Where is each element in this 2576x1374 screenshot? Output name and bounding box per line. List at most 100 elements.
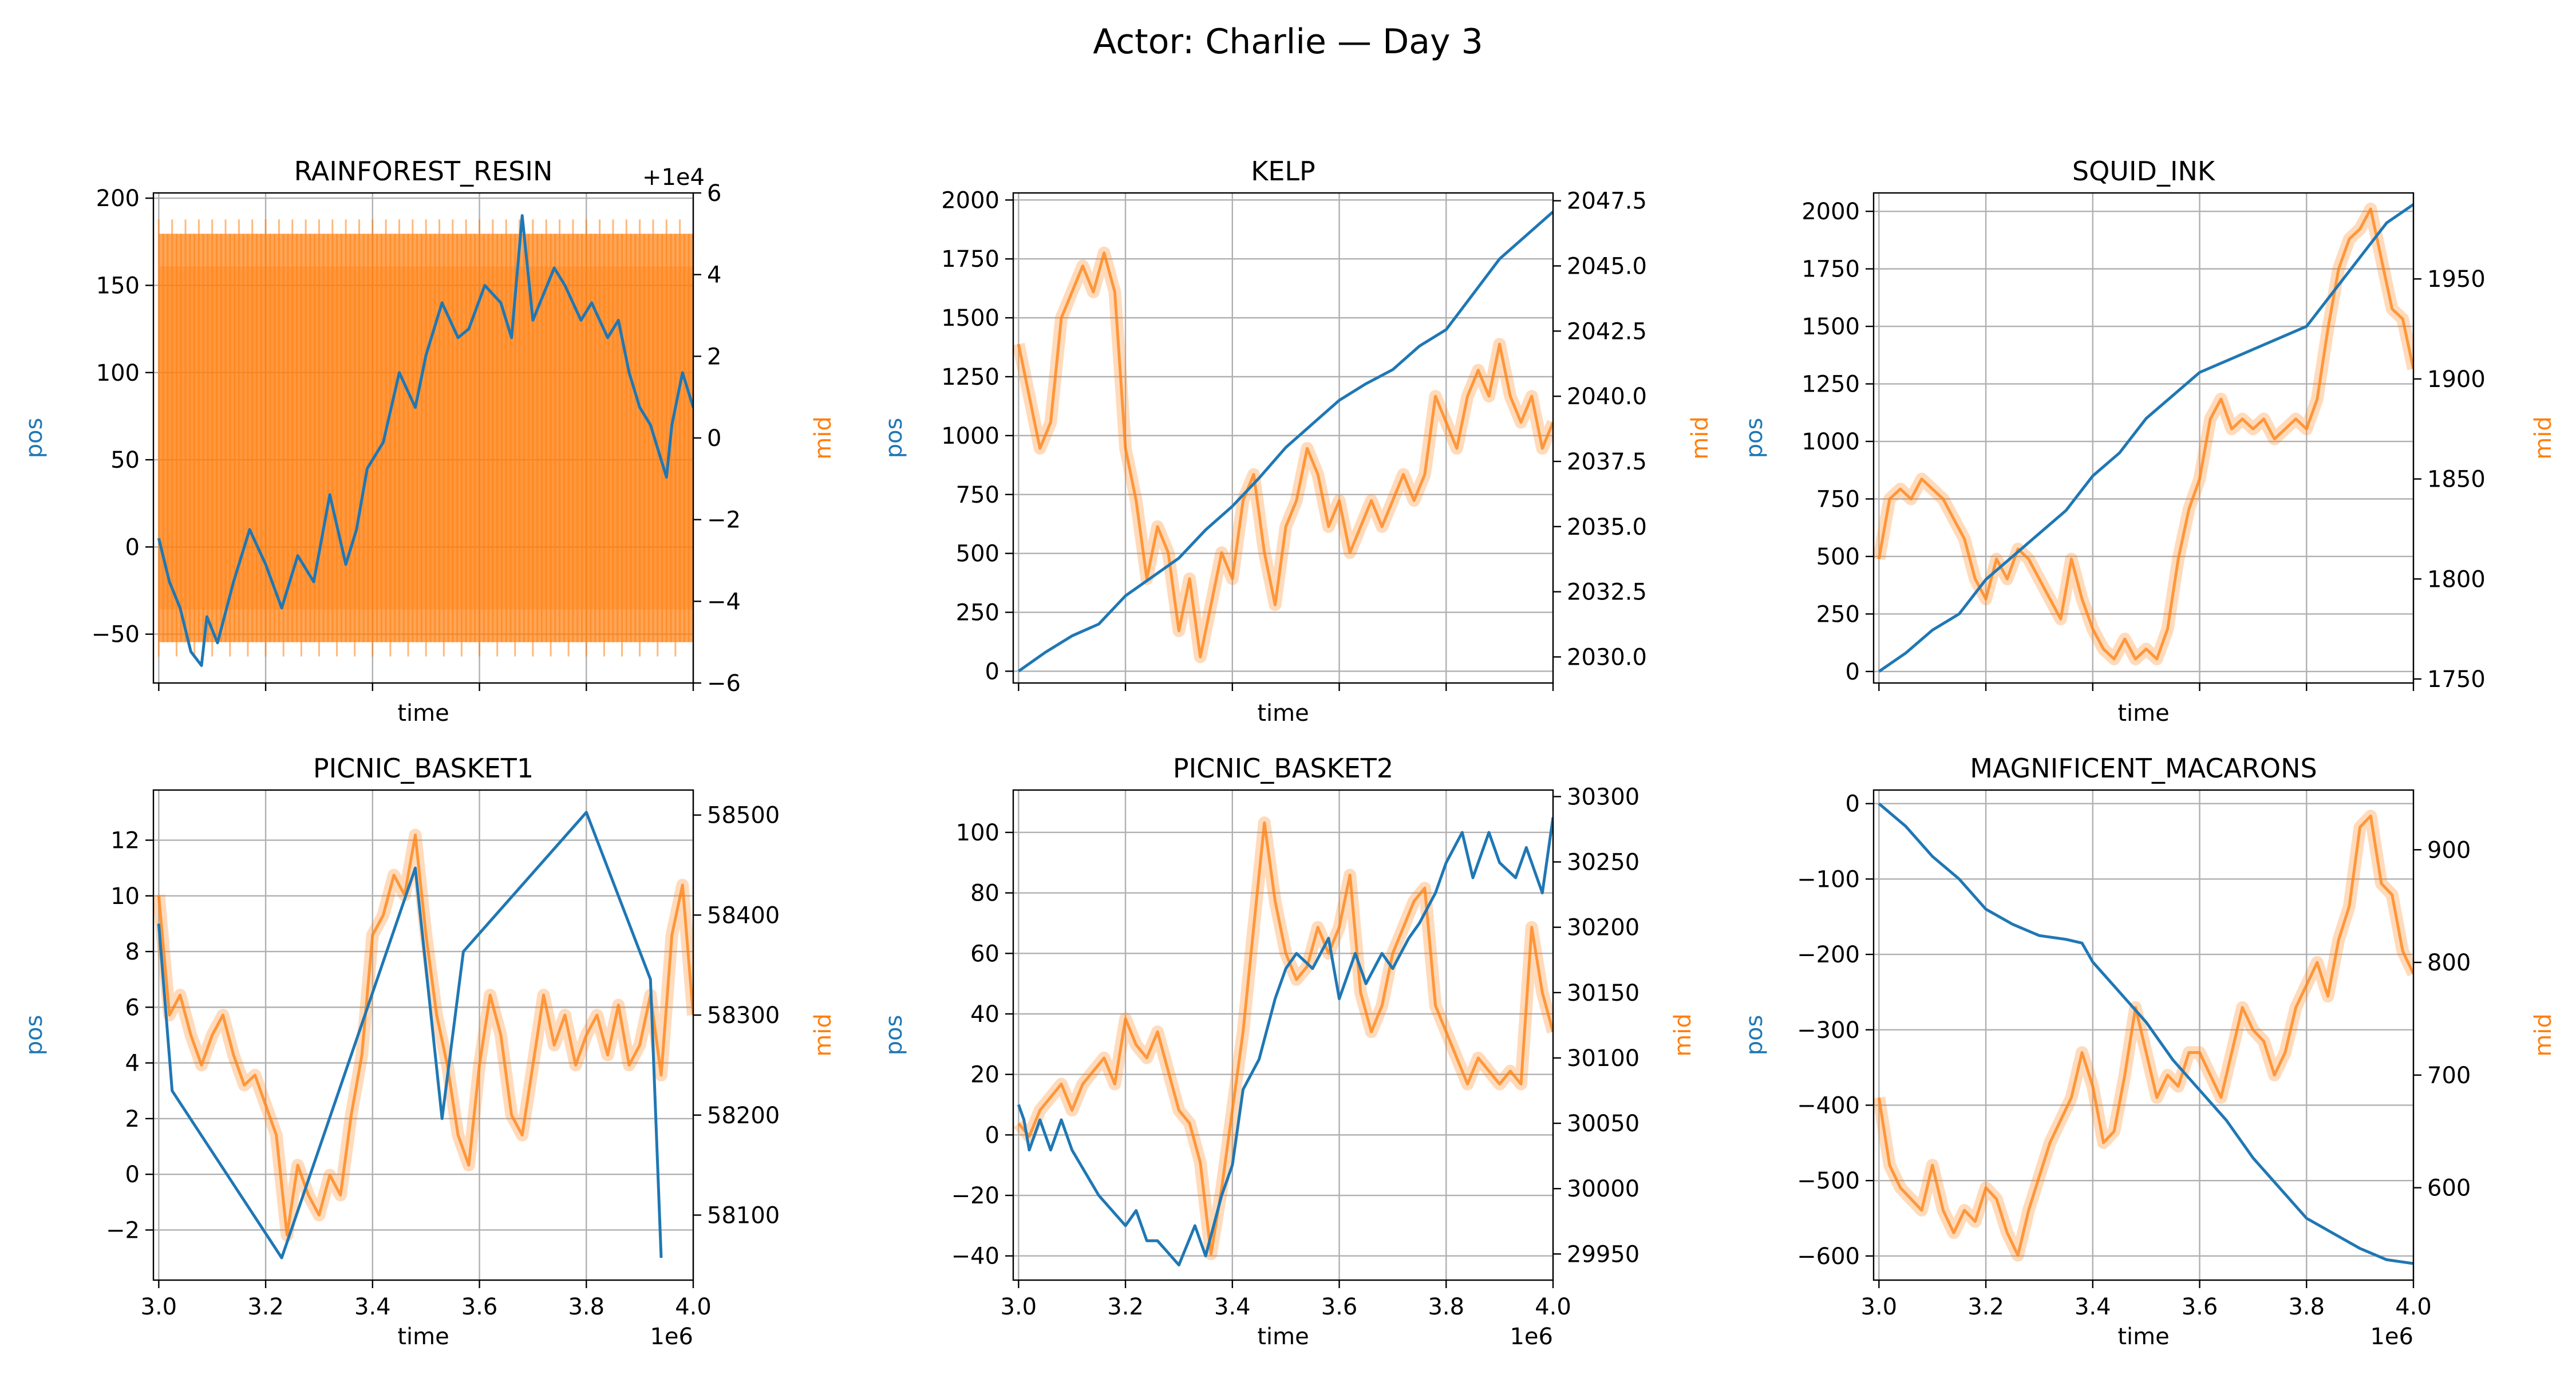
mid-line: [1877, 207, 2413, 661]
y2-tick-label: 2042.5: [1567, 318, 1647, 345]
y-tick-label: 0: [125, 1162, 140, 1188]
pos-line: [1017, 817, 1553, 1267]
subplot-kelp: 0 250 500 750 1000 1250 1500 1750 2000 2030.0 2032…: [881, 156, 1713, 727]
plot-frame: [152, 789, 694, 1281]
y2-tick-label: −6: [707, 670, 741, 697]
y-tick-label: −2: [106, 1217, 140, 1243]
y-axis-label-mid: mid: [810, 416, 836, 459]
mid-series-group: [157, 219, 693, 657]
mid-series-group: [1013, 246, 1553, 664]
y2-tick-label: 1850: [2427, 467, 2486, 493]
y2-tick-label: 1800: [2427, 566, 2486, 593]
y2-tick-label: 30050: [1567, 1111, 1639, 1137]
y2-tick-label: 1750: [2427, 666, 2486, 693]
y-axis-label-pos: pos: [21, 418, 48, 459]
x-axis-label: time: [2117, 700, 2169, 727]
y2-tick-label: 2047.5: [1567, 188, 1647, 215]
x-tick-label: 3.2: [1107, 1294, 1144, 1320]
y-tick-label: 2000: [1801, 199, 1860, 225]
y-tick-label: −200: [1797, 942, 1860, 968]
y-tick-label: 750: [1816, 486, 1860, 512]
x-offset-label: 1e6: [1510, 1324, 1553, 1350]
y2-tick-label: 2: [707, 344, 721, 370]
y-tick-label: 6: [125, 994, 140, 1021]
y-tick-label: 0: [1846, 659, 1860, 685]
y2-tick-label: 600: [2427, 1175, 2471, 1202]
x-tick-label: 4.0: [675, 1294, 712, 1320]
pos-line: [157, 811, 663, 1260]
y-tick-label: 500: [1816, 544, 1860, 570]
y2-tick-label: 58300: [707, 1002, 780, 1029]
x-tick-label: 3.4: [354, 1294, 391, 1320]
plot-frame: [1872, 789, 2415, 1281]
y2-tick-label: 30150: [1567, 980, 1639, 1006]
y2-tick-label: 58400: [707, 902, 780, 929]
y2-tick-label: 30000: [1567, 1176, 1639, 1202]
y2-tick-label: 58100: [707, 1202, 780, 1229]
mid-line: [1017, 251, 1553, 658]
x-tick-label: 3.6: [1321, 1294, 1358, 1320]
y2-tick-label: 30100: [1567, 1045, 1639, 1072]
subplot-magnificent-macarons: 3.0 3.2 3.4 3.6 3.8 4.0 1e6 −600 −500 −400 −300 −20…: [1741, 753, 2557, 1350]
y2-tick-label: 1900: [2427, 366, 2486, 393]
subplot-title: SQUID_INK: [2072, 156, 2216, 187]
x-axis-label: time: [1257, 700, 1309, 727]
y-tick-label: 250: [956, 600, 999, 626]
x-axis-label: time: [397, 700, 449, 727]
mid-series-group: [1874, 203, 2413, 666]
y-tick-label: −100: [1797, 866, 1860, 893]
y-tick-label: 40: [970, 1001, 999, 1028]
y-tick-label: 1750: [1801, 256, 1860, 283]
y-axis-label-mid: mid: [1670, 1013, 1696, 1056]
y2-tick-label: 800: [2427, 950, 2471, 976]
y-tick-label: 500: [956, 541, 999, 567]
y-axis-label-pos: pos: [881, 418, 907, 459]
y-tick-label: 50: [110, 447, 140, 473]
y-tick-label: −500: [1797, 1168, 1860, 1194]
y-tick-label: 0: [1846, 791, 1860, 818]
y2-tick-label: 58500: [707, 803, 780, 829]
x-tick-label: 4.0: [2395, 1294, 2432, 1320]
y-tick-label: 1250: [941, 364, 999, 390]
x-tick-label: 3.0: [1861, 1294, 1898, 1320]
mid-series-group: [1013, 816, 1553, 1261]
y2-tick-label: 2030.0: [1567, 644, 1647, 670]
plot-frame: [1012, 192, 1554, 684]
x-tick-label: 3.8: [1428, 1294, 1464, 1320]
y-tick-label: −300: [1797, 1017, 1860, 1044]
pos-series-group: [1017, 817, 1553, 1267]
y2-tick-label: 1950: [2427, 266, 2486, 293]
pos-series-group: [157, 811, 663, 1260]
y-tick-label: −400: [1797, 1092, 1860, 1119]
subplot-picnic-basket2: 3.0 3.2 3.4 3.6 3.8 4.0 1e6 −40 −20 0 20 40 60 80 100 2…: [881, 753, 1696, 1350]
y-tick-label: 60: [970, 941, 999, 967]
y-tick-label: 1000: [941, 423, 999, 449]
y2-tick-label: 29950: [1567, 1241, 1639, 1268]
y-tick-label: 100: [956, 820, 999, 846]
x-tick-label: 4.0: [1535, 1294, 1571, 1320]
y-tick-label: 0: [985, 1122, 999, 1148]
y-axis-label-mid: mid: [2530, 416, 2557, 459]
subplot-title: PICNIC_BASKET2: [1173, 753, 1393, 784]
y-tick-label: 1500: [1801, 314, 1860, 340]
y-tick-label: −600: [1797, 1243, 1860, 1270]
plot-frame: [1012, 789, 1554, 1281]
y-tick-label: 100: [96, 360, 140, 386]
y-axis-label-pos: pos: [1741, 1015, 1768, 1056]
x-tick-label: 3.4: [2075, 1294, 2111, 1320]
pos-line: [1017, 211, 1553, 673]
y2-tick-label: 30200: [1567, 915, 1639, 941]
mid-line: [1017, 821, 1553, 1255]
y2-offset-label: +1e4: [642, 164, 705, 191]
subplot-title: PICNIC_BASKET1: [313, 753, 534, 784]
mid-line: [157, 834, 693, 1237]
x-offset-label: 1e6: [650, 1324, 693, 1350]
y2-tick-label: 30300: [1567, 784, 1639, 810]
y-tick-label: 2000: [941, 187, 999, 214]
y-tick-label: 0: [125, 534, 140, 560]
x-tick-label: 3.2: [1967, 1294, 2004, 1320]
mid-series-group: [153, 828, 693, 1242]
x-axis-label: time: [397, 1324, 449, 1350]
y2-tick-label: 2037.5: [1567, 449, 1647, 475]
pos-series-group: [1878, 203, 2413, 673]
